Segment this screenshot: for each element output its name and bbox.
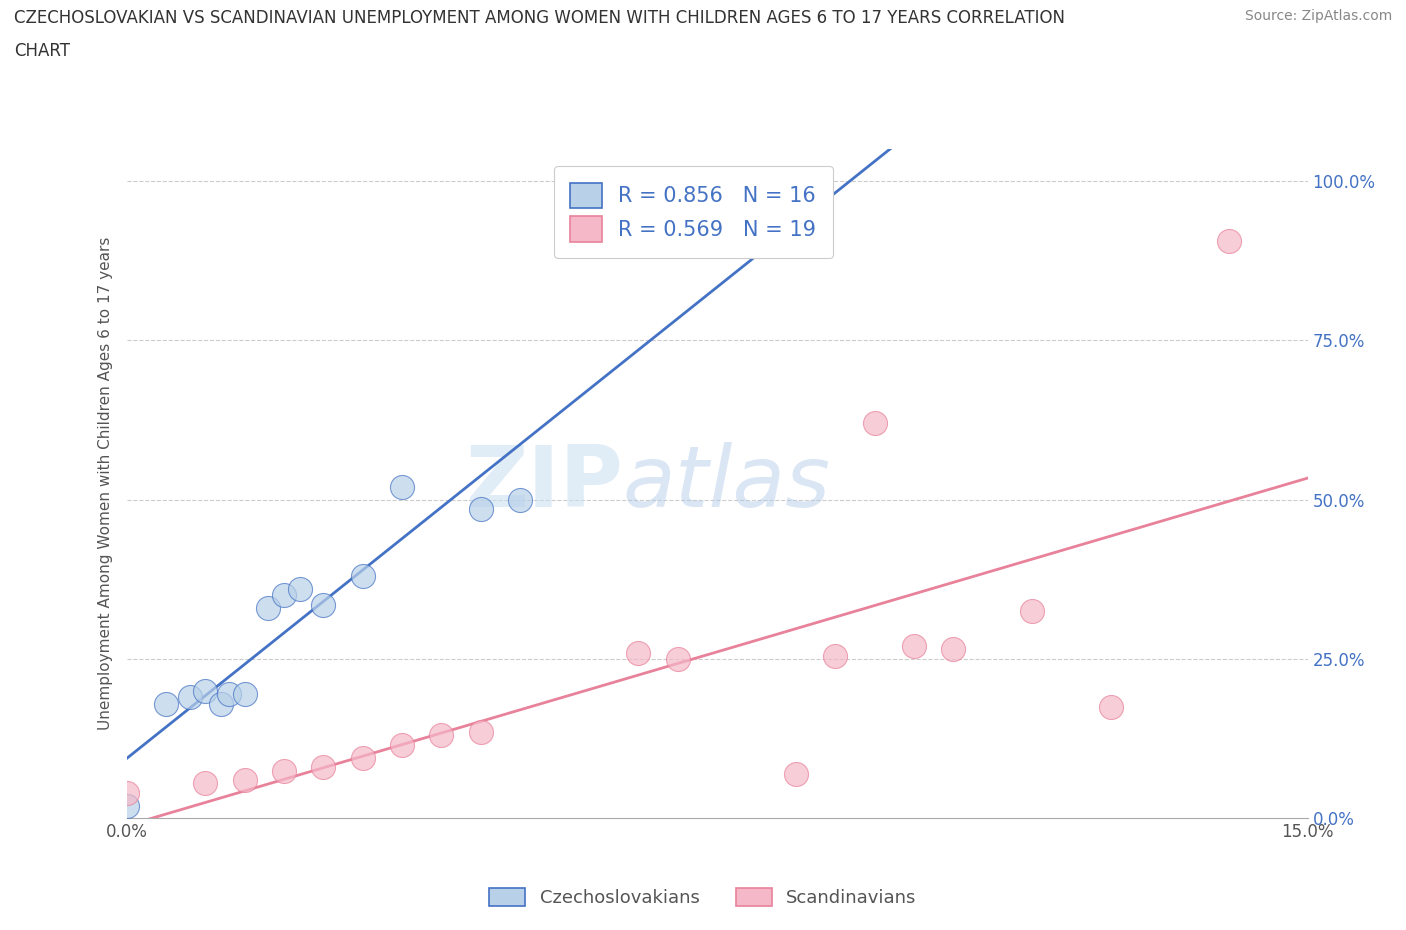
Point [942, 642, 965, 657]
Point [273, 764, 295, 778]
Point [115, 798, 138, 813]
Point [1099, 699, 1122, 714]
Point [155, 697, 177, 711]
Point [209, 697, 232, 711]
Point [470, 724, 492, 739]
Point [824, 648, 846, 663]
Legend: R = 0.856   N = 16, R = 0.569   N = 19: R = 0.856 N = 16, R = 0.569 N = 19 [554, 166, 834, 259]
Point [785, 766, 807, 781]
Legend: Czechoslovakians, Scandinavians: Czechoslovakians, Scandinavians [481, 879, 925, 916]
Point [218, 686, 240, 701]
Point [273, 588, 295, 603]
Point [352, 751, 374, 765]
Point [391, 737, 413, 752]
Point [312, 760, 335, 775]
Point [312, 597, 335, 612]
Y-axis label: Unemployment Among Women with Children Ages 6 to 17 years: Unemployment Among Women with Children A… [97, 237, 112, 730]
Point [179, 690, 201, 705]
Point [233, 686, 256, 701]
Point [863, 416, 886, 431]
Text: CZECHOSLOVAKIAN VS SCANDINAVIAN UNEMPLOYMENT AMONG WOMEN WITH CHILDREN AGES 6 TO: CZECHOSLOVAKIAN VS SCANDINAVIAN UNEMPLOY… [14, 9, 1066, 27]
Point [391, 479, 413, 494]
Text: ZIP: ZIP [465, 442, 623, 525]
Point [194, 776, 217, 790]
Text: CHART: CHART [14, 42, 70, 60]
Point [785, 202, 807, 217]
Point [115, 786, 138, 801]
Point [627, 645, 650, 660]
Point [288, 581, 311, 596]
Point [1218, 233, 1240, 248]
Point [352, 568, 374, 583]
Point [233, 773, 256, 788]
Point [430, 728, 453, 743]
Point [194, 684, 217, 698]
Text: atlas: atlas [623, 442, 831, 525]
Point [509, 492, 531, 507]
Point [257, 601, 280, 616]
Point [470, 501, 492, 516]
Point [1021, 604, 1043, 618]
Point [666, 652, 689, 667]
Point [903, 639, 925, 654]
Text: Source: ZipAtlas.com: Source: ZipAtlas.com [1244, 9, 1392, 23]
